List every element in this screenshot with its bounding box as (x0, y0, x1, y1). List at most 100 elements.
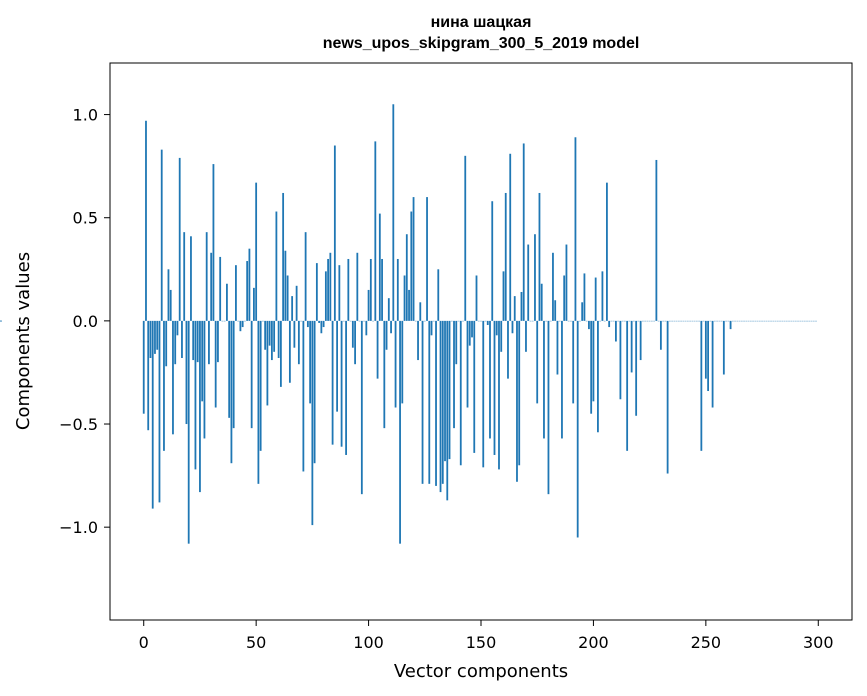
bar-175 (536, 320, 539, 404)
bar-50 (255, 182, 258, 321)
bar-34 (219, 256, 222, 321)
y-tick-label: 1.0 (73, 106, 98, 125)
bar-138 (453, 320, 455, 429)
bar-11 (167, 269, 170, 321)
bar-104 (376, 320, 379, 379)
bar-33 (217, 320, 219, 363)
y-axis-label: Components values (13, 252, 34, 430)
bar-63 (284, 250, 287, 321)
bar-31 (212, 164, 215, 321)
bar-170 (525, 320, 527, 352)
bar-13 (172, 320, 174, 435)
bar-86 (336, 320, 338, 412)
bar-39 (230, 320, 233, 464)
bar-151 (482, 320, 485, 468)
x-tick-label: 150 (466, 633, 497, 652)
bar-147 (473, 320, 476, 453)
bar-30 (210, 252, 213, 321)
bar-103 (374, 141, 377, 321)
bar-12 (169, 289, 172, 321)
y-axis: −1.0 −0.5 0.0 0.5 1.0 (59, 106, 110, 537)
bar-114 (399, 320, 401, 544)
bar-79 (320, 320, 323, 334)
bar-168 (520, 291, 523, 321)
bar-160 (502, 271, 505, 321)
x-tick-label: 250 (691, 633, 722, 652)
bar-6 (156, 320, 159, 350)
bar-112 (394, 320, 397, 408)
bar-116 (403, 275, 406, 321)
bar-155 (491, 201, 494, 321)
bar-60 (277, 320, 280, 358)
bar-56 (268, 320, 271, 346)
bar-72 (304, 232, 307, 321)
bar-59 (275, 211, 278, 321)
bar-111 (392, 104, 395, 321)
bar-228 (655, 159, 658, 321)
bar-192 (574, 137, 577, 321)
bar-115 (401, 320, 404, 404)
bar-22 (192, 320, 195, 361)
bar-154 (489, 320, 491, 439)
bar-233 (666, 320, 669, 474)
x-tick-label: 100 (353, 633, 384, 652)
bar-40 (232, 320, 235, 429)
bar-143 (464, 155, 467, 321)
bar-196 (583, 273, 586, 321)
bar-99 (365, 320, 368, 336)
bar-133 (441, 320, 444, 484)
bar-123 (419, 302, 422, 321)
bar-128 (430, 320, 433, 336)
bar-101 (369, 258, 372, 321)
bar-4 (151, 320, 154, 509)
y-tick-label: −0.5 (59, 415, 98, 434)
bar-157 (495, 320, 498, 336)
bar-65 (288, 320, 291, 383)
bar-146 (471, 320, 473, 338)
bar-106 (381, 258, 383, 321)
bar-117 (405, 234, 408, 321)
bar-10 (165, 320, 168, 367)
bar-67 (293, 320, 296, 348)
bar-195 (581, 302, 584, 321)
x-tick-label: 300 (803, 633, 834, 652)
x-axis: 0 50 100 150 200 250 300 (139, 620, 834, 652)
y-tick-label: 0.0 (73, 312, 98, 331)
bar-127 (428, 320, 431, 484)
bar-145 (468, 320, 471, 346)
bar-68 (295, 285, 298, 321)
bar-7 (158, 320, 161, 503)
bar-261 (729, 320, 732, 330)
bar-206 (606, 182, 608, 321)
bar-9 (163, 320, 165, 451)
bar-47 (248, 248, 251, 321)
bar-78 (318, 320, 321, 323)
bar-219 (635, 320, 638, 416)
bar-186 (561, 320, 563, 439)
bar-148 (475, 275, 478, 321)
bar-107 (383, 320, 386, 429)
bar-90 (345, 320, 347, 455)
bar-159 (500, 320, 503, 352)
plot-frame (109, 62, 853, 621)
bar-57 (270, 320, 273, 361)
bar-204 (601, 271, 604, 321)
bar-193 (576, 320, 579, 538)
bar-32 (214, 320, 217, 408)
bar-43 (239, 320, 242, 332)
bar-144 (466, 320, 469, 408)
bar-14 (174, 320, 177, 365)
bar-20 (187, 320, 190, 544)
bar-158 (498, 320, 500, 470)
bar-199 (590, 320, 593, 414)
bar-series (0, 104, 817, 544)
bar-1 (145, 120, 147, 321)
bar-23 (194, 320, 197, 470)
bar-248 (700, 320, 703, 451)
bar-108 (385, 320, 388, 350)
bar-15 (176, 320, 179, 336)
bar-21 (190, 236, 192, 321)
bar-251 (707, 320, 709, 392)
bar-178 (543, 320, 545, 439)
bar-198 (588, 320, 590, 330)
